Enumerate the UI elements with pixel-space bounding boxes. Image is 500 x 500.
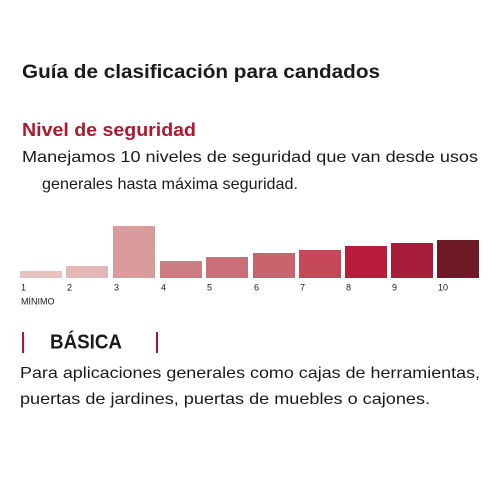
level-bar	[437, 240, 479, 278]
level-bar	[160, 261, 202, 278]
level-bar	[299, 250, 341, 278]
section-description: generales hasta máxima seguridad.	[42, 176, 298, 193]
title: Guía de clasificación para candados	[22, 62, 380, 83]
level-bar	[206, 257, 248, 278]
level-label: 6	[254, 282, 259, 292]
level-bar	[253, 253, 295, 278]
min-label: MÍNIMO	[21, 296, 55, 306]
level-label: 4	[161, 282, 166, 292]
level-bar	[391, 243, 433, 278]
section-heading: Nivel de seguridad	[22, 120, 196, 140]
level-name: BÁSICA	[50, 330, 122, 353]
level-description: puertas de jardines, puertas de muebles …	[20, 391, 430, 408]
level-bars	[20, 226, 479, 278]
level-description: Para aplicaciones generales como cajas d…	[20, 365, 480, 382]
level-label: 5	[207, 282, 212, 292]
level-bar	[66, 266, 108, 278]
level-label: 9	[392, 282, 397, 292]
level-bar	[345, 246, 387, 278]
level-label: 2	[67, 282, 72, 292]
level-label: 10	[438, 282, 448, 292]
level-bar	[113, 226, 155, 278]
section-description: Manejamos 10 niveles de seguridad que va…	[22, 149, 478, 166]
level-label: 3	[114, 282, 119, 292]
level-label: 1	[21, 282, 26, 292]
level-label: 8	[346, 282, 351, 292]
level-label: 7	[300, 282, 305, 292]
level-bar	[20, 271, 62, 278]
